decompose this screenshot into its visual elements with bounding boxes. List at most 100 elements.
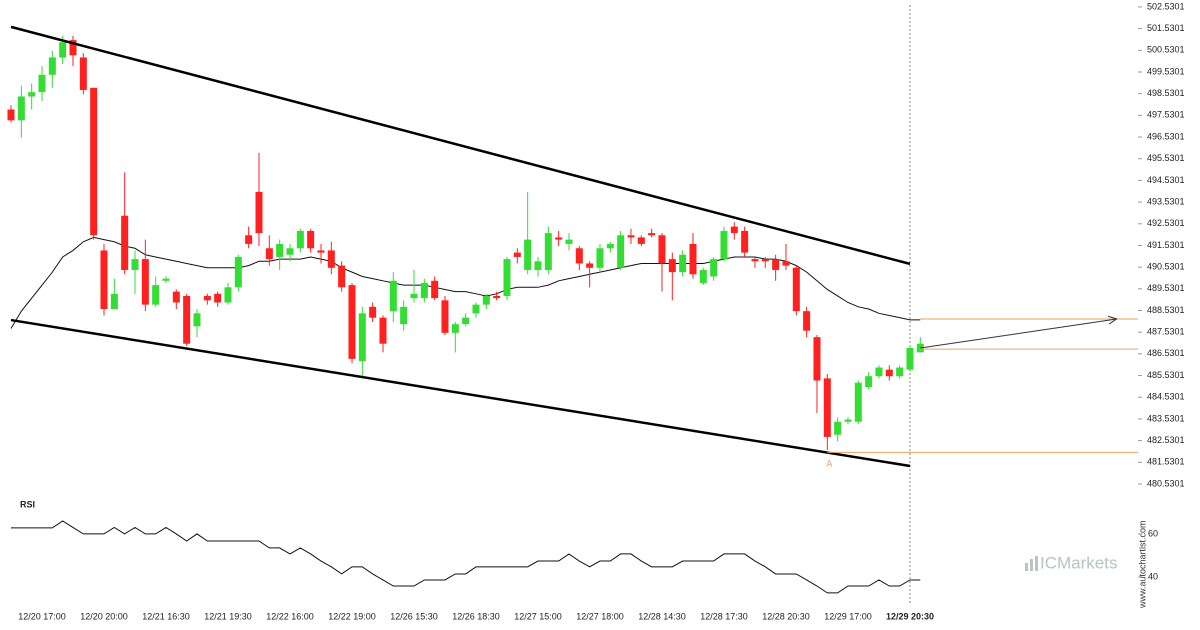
y-tick-label: 40 xyxy=(1148,571,1158,581)
candle-body xyxy=(803,311,811,331)
candle-body xyxy=(245,235,253,244)
candle-body xyxy=(193,313,201,327)
x-tick-label: 12/26 15:30 xyxy=(390,611,438,621)
candle-body xyxy=(224,287,232,303)
x-tick-label: 12/26 18:30 xyxy=(452,611,500,621)
candle-body xyxy=(813,337,821,381)
candle-body xyxy=(741,230,749,253)
candle-body xyxy=(524,239,532,270)
candle-body xyxy=(7,109,15,121)
candle-body xyxy=(338,265,346,288)
x-tick-label: 12/21 19:30 xyxy=(204,611,252,621)
candle-body xyxy=(462,317,470,325)
x-tick-label: 12/28 17:30 xyxy=(700,611,748,621)
candle-body xyxy=(327,250,335,268)
candle-body xyxy=(679,254,687,273)
candle-body xyxy=(286,248,294,255)
candle-body xyxy=(854,382,862,422)
candle-body xyxy=(172,291,180,303)
candle-body xyxy=(751,259,759,262)
candle-body xyxy=(79,57,87,90)
y-tick-label: 499.5301 xyxy=(1147,66,1185,76)
candle-body xyxy=(17,96,25,121)
candle-body xyxy=(865,376,873,388)
candle-body xyxy=(410,293,418,299)
x-tick-label: 12/20 17:00 xyxy=(18,611,66,621)
y-tick-label: 498.5301 xyxy=(1147,88,1185,98)
candle-body xyxy=(110,293,118,309)
candle-body xyxy=(875,367,883,377)
logo-bars xyxy=(1025,556,1038,571)
candle-body xyxy=(772,259,780,270)
candle-body xyxy=(844,419,852,422)
candle-body xyxy=(90,87,98,236)
candle-body xyxy=(162,278,170,281)
y-tick-label: 488.5301 xyxy=(1147,305,1185,315)
candle-body xyxy=(710,259,718,277)
candle-body xyxy=(348,285,356,359)
x-tick-label: 12/22 19:00 xyxy=(328,611,376,621)
candle-body xyxy=(555,237,563,240)
y-tick-label: 487.5301 xyxy=(1147,327,1185,337)
candle-body xyxy=(699,269,707,283)
x-tick-label: 12/21 16:30 xyxy=(142,611,190,621)
candle-body xyxy=(896,367,904,377)
rsi-line xyxy=(11,520,921,594)
candle-body xyxy=(513,252,521,257)
candle-body xyxy=(69,40,77,56)
candle-body xyxy=(823,378,831,437)
candle-body xyxy=(431,280,439,299)
channel-line xyxy=(10,25,911,266)
candle-body xyxy=(255,191,263,234)
candle-body xyxy=(544,233,552,270)
candle-body xyxy=(792,267,800,312)
candle-body xyxy=(565,239,573,244)
candle-body xyxy=(916,343,924,353)
y-tick-label: 486.5301 xyxy=(1147,348,1185,358)
candle-body xyxy=(648,233,656,236)
x-tick-label: 12/27 18:00 xyxy=(576,611,624,621)
candle-body xyxy=(152,285,160,305)
candle-body xyxy=(761,259,769,262)
y-tick-label: 481.5301 xyxy=(1147,457,1185,467)
y-tick-label: 496.5301 xyxy=(1147,131,1185,141)
panel-title: RSI xyxy=(20,499,35,509)
candle-body xyxy=(482,295,490,305)
candle-body xyxy=(586,263,594,268)
channel-line xyxy=(10,318,911,468)
x-tick-label: 12/28 14:30 xyxy=(638,611,686,621)
candle-body xyxy=(575,248,583,264)
candle-body xyxy=(606,243,614,249)
credit: www.autochartist.com xyxy=(1137,520,1147,609)
candle-body xyxy=(782,261,790,266)
candle-body xyxy=(358,313,366,362)
candle-body xyxy=(38,74,46,93)
candle-body xyxy=(48,57,56,75)
candle-body xyxy=(472,304,480,314)
candle-body xyxy=(596,248,604,268)
x-tick-label: 12/29 17:00 xyxy=(824,611,872,621)
candle-body xyxy=(121,215,129,270)
y-tick-label: 495.5301 xyxy=(1147,153,1185,163)
candle-body xyxy=(420,282,428,299)
candle-body xyxy=(317,250,325,253)
candle-body xyxy=(265,248,273,260)
y-tick-label: 484.5301 xyxy=(1147,392,1185,402)
candle-body xyxy=(668,259,676,273)
candle-body xyxy=(100,250,108,309)
candle-body xyxy=(59,42,67,58)
x-tick-label: 12/29 20:30 xyxy=(886,611,934,621)
candle-body xyxy=(183,295,191,344)
candle-body xyxy=(534,261,542,270)
candle-body xyxy=(720,230,728,260)
candle-body xyxy=(369,306,377,318)
candle-body xyxy=(834,421,842,435)
candle-body xyxy=(637,237,645,244)
y-tick-label: 483.5301 xyxy=(1147,413,1185,423)
candle-body xyxy=(276,243,284,257)
candle-body xyxy=(627,235,635,238)
candle-body xyxy=(234,256,242,288)
candle-body xyxy=(451,324,459,333)
